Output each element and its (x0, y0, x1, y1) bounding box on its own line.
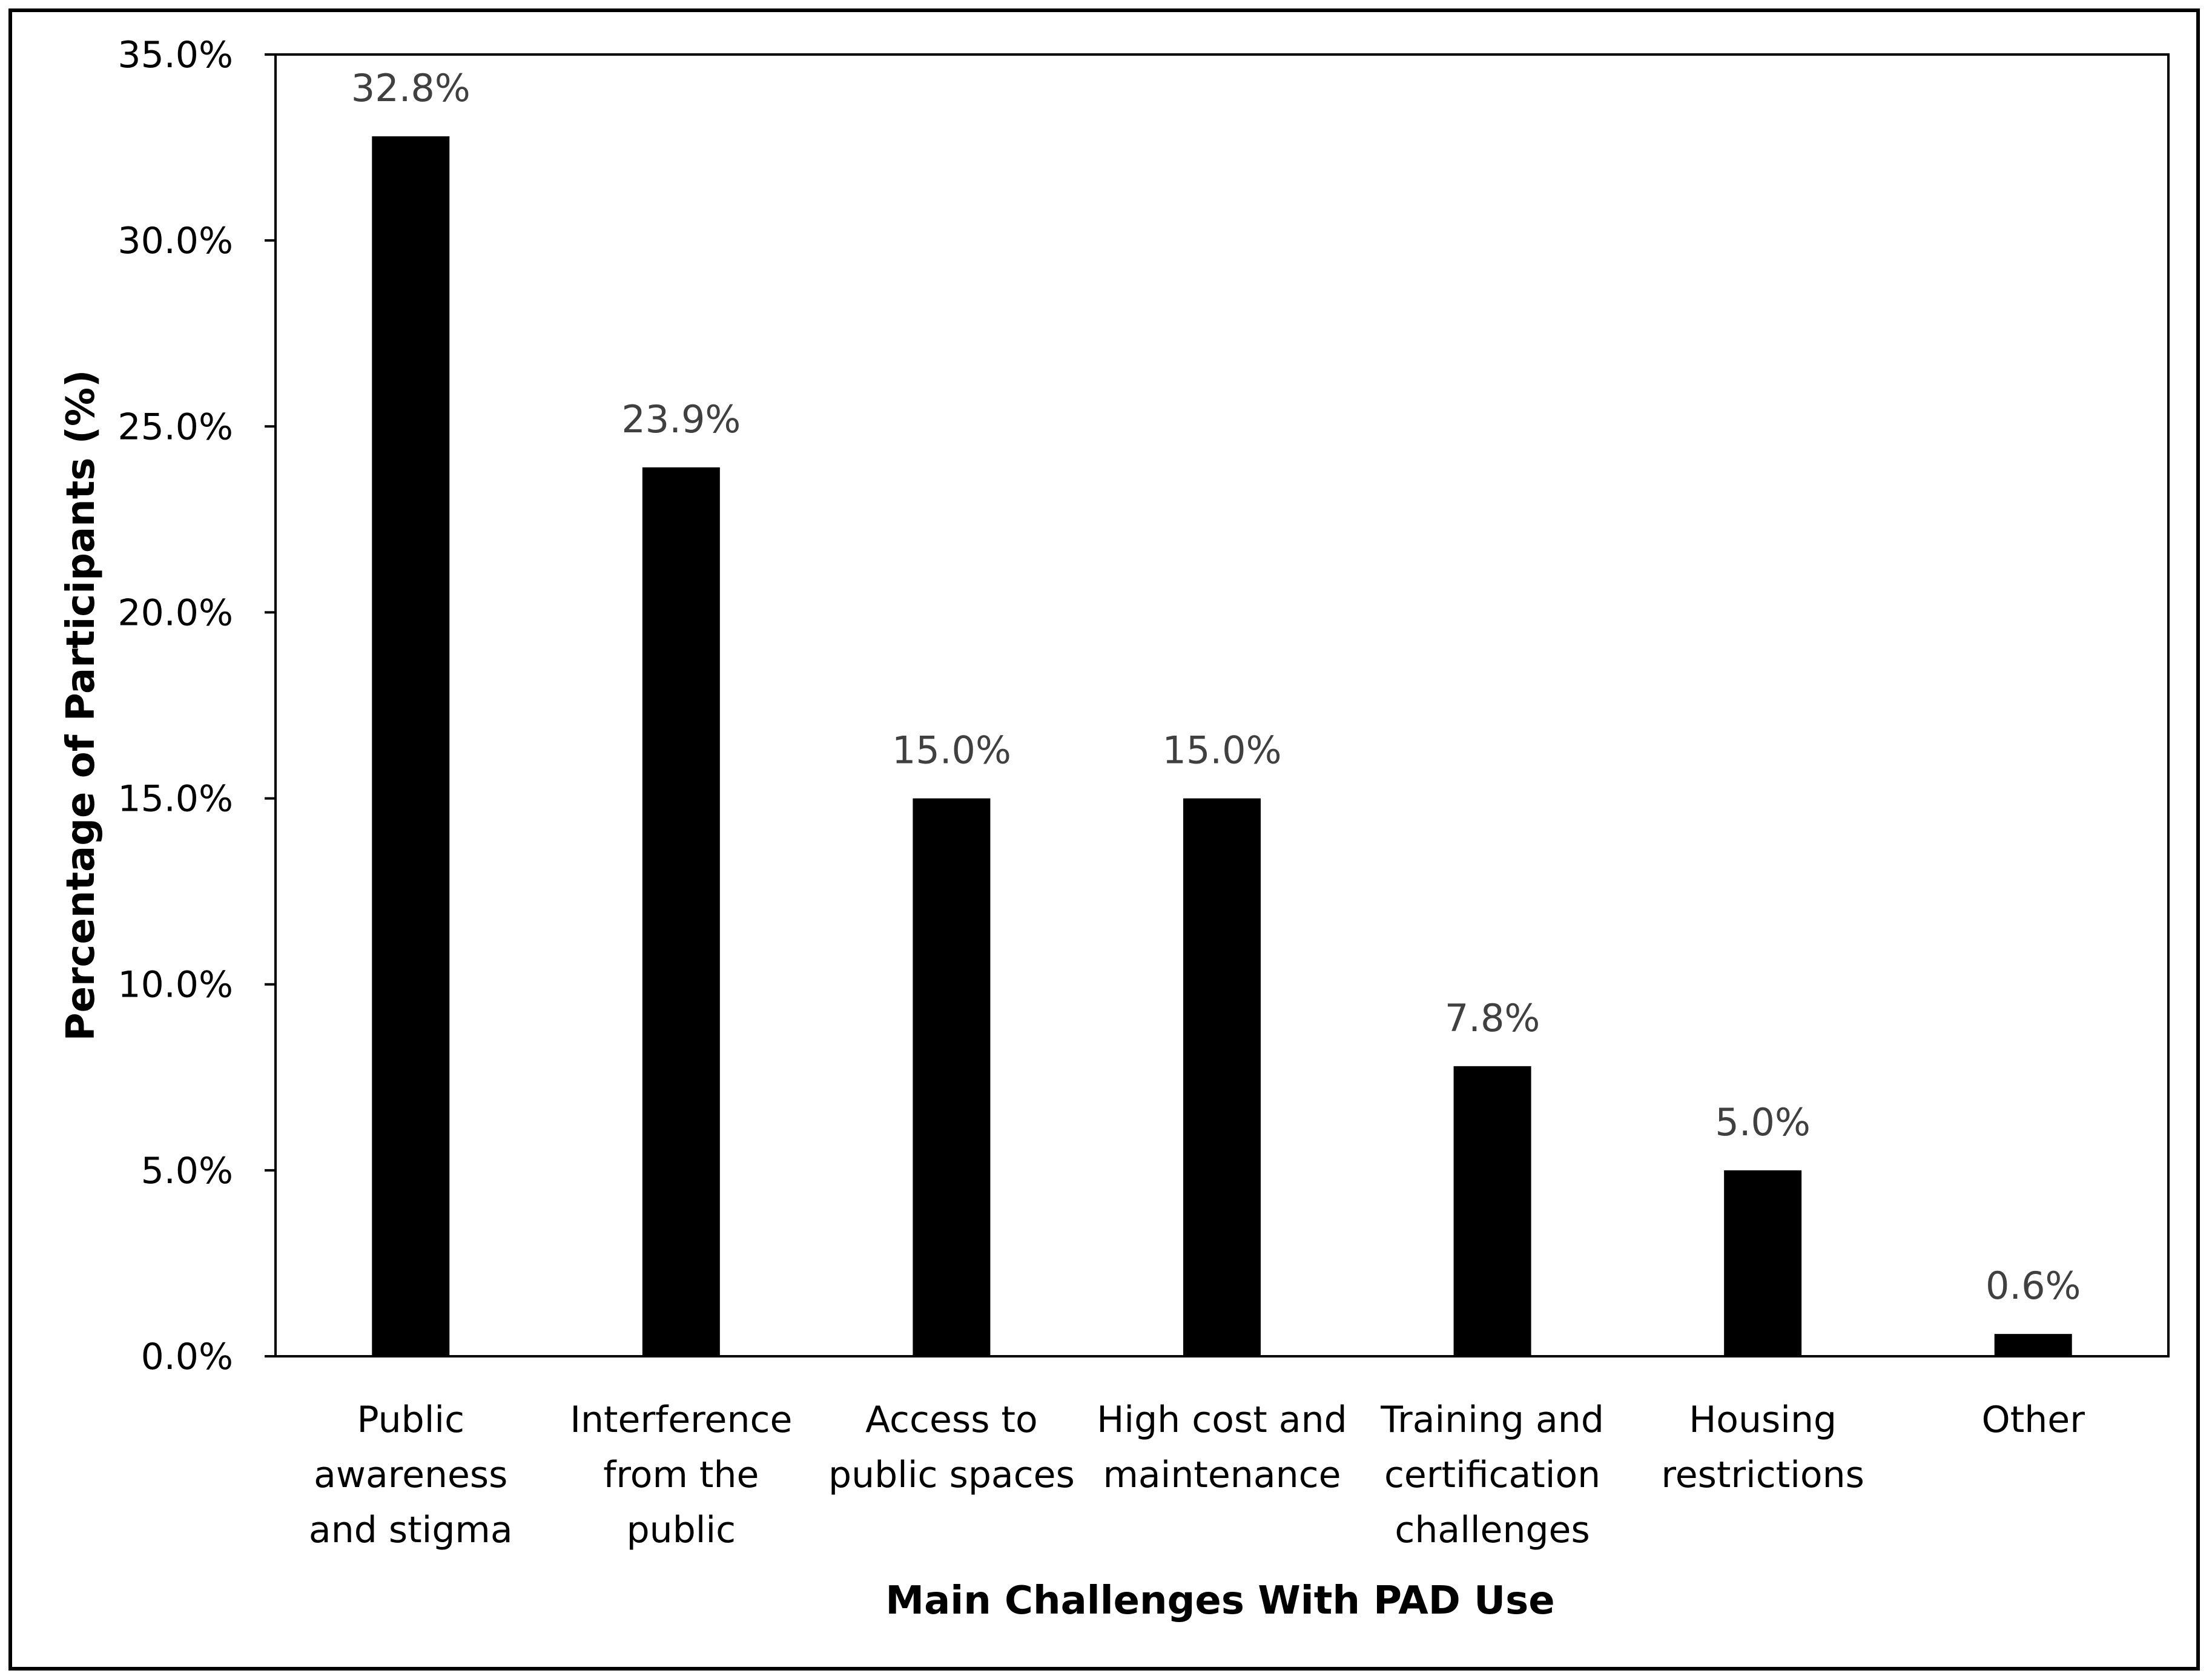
data-labels: 32.8% 23.9% 15.0% 15.0% 7.8% 5.0% 0.6% (351, 66, 2081, 1308)
x-axis-title: Main Challenges With PAD Use (885, 1578, 1554, 1623)
category-label-line: challenges (1395, 1509, 1590, 1551)
bar (642, 467, 720, 1356)
category-label-line: restrictions (1661, 1454, 1864, 1496)
category-label-line: and stigma (309, 1509, 513, 1551)
y-tick-label: 35.0% (117, 34, 233, 76)
data-label: 7.8% (1445, 996, 1540, 1040)
bar (1453, 1066, 1531, 1356)
category-label-line: Interference (570, 1399, 792, 1441)
category-label-line: High cost and (1097, 1399, 1347, 1441)
bar (913, 798, 991, 1356)
data-label: 23.9% (621, 397, 741, 441)
x-axis: Public awareness and stigma Interference fro… (309, 1399, 2085, 1551)
bars (372, 136, 2072, 1357)
category-label-line: public (627, 1509, 736, 1551)
category-label: Other (1982, 1399, 2085, 1441)
data-label: 15.0% (1163, 728, 1282, 773)
category-label-line: from the (603, 1454, 759, 1496)
y-tick-label: 0.0% (141, 1336, 233, 1378)
category-label-line: Public (357, 1399, 464, 1441)
y-tick-label: 20.0% (117, 592, 233, 634)
data-label: 32.8% (351, 66, 470, 110)
category-label-line: Access to (865, 1399, 1038, 1441)
category-label: High cost and maintenance (1097, 1399, 1347, 1496)
category-label-line: public spaces (828, 1454, 1075, 1496)
category-label: Access to public spaces (828, 1399, 1075, 1496)
data-label: 5.0% (1715, 1100, 1811, 1144)
category-label: Training and certification challenges (1380, 1399, 1604, 1551)
data-label: 15.0% (892, 728, 1011, 773)
bar (1994, 1334, 2072, 1356)
category-label: Interference from the public (570, 1399, 792, 1551)
y-tick-label: 30.0% (117, 220, 233, 262)
bar (1183, 798, 1261, 1356)
bar (1724, 1170, 1802, 1356)
category-label-line: certification (1384, 1454, 1600, 1496)
category-label-line: Housing (1689, 1399, 1837, 1441)
y-axis: 0.0% 5.0% 10.0% 15.0% 20.0% 25.0% 30.0% 35.0% (117, 34, 276, 1378)
y-tick-label: 25.0% (117, 406, 233, 448)
category-label: Housing restrictions (1661, 1399, 1864, 1496)
y-tick-label: 15.0% (117, 778, 233, 820)
bar (372, 136, 450, 1357)
data-label: 0.6% (1986, 1264, 2081, 1308)
y-tick-label: 10.0% (117, 964, 233, 1006)
category-label-line: Other (1982, 1399, 2085, 1441)
category-label: Public awareness and stigma (309, 1399, 513, 1551)
category-label-line: maintenance (1103, 1454, 1341, 1496)
y-tick-label: 5.0% (141, 1150, 233, 1192)
category-label-line: awareness (314, 1454, 507, 1496)
category-label-line: Training and (1380, 1399, 1604, 1441)
y-axis-title: Percentage of Participants (%) (59, 370, 104, 1041)
